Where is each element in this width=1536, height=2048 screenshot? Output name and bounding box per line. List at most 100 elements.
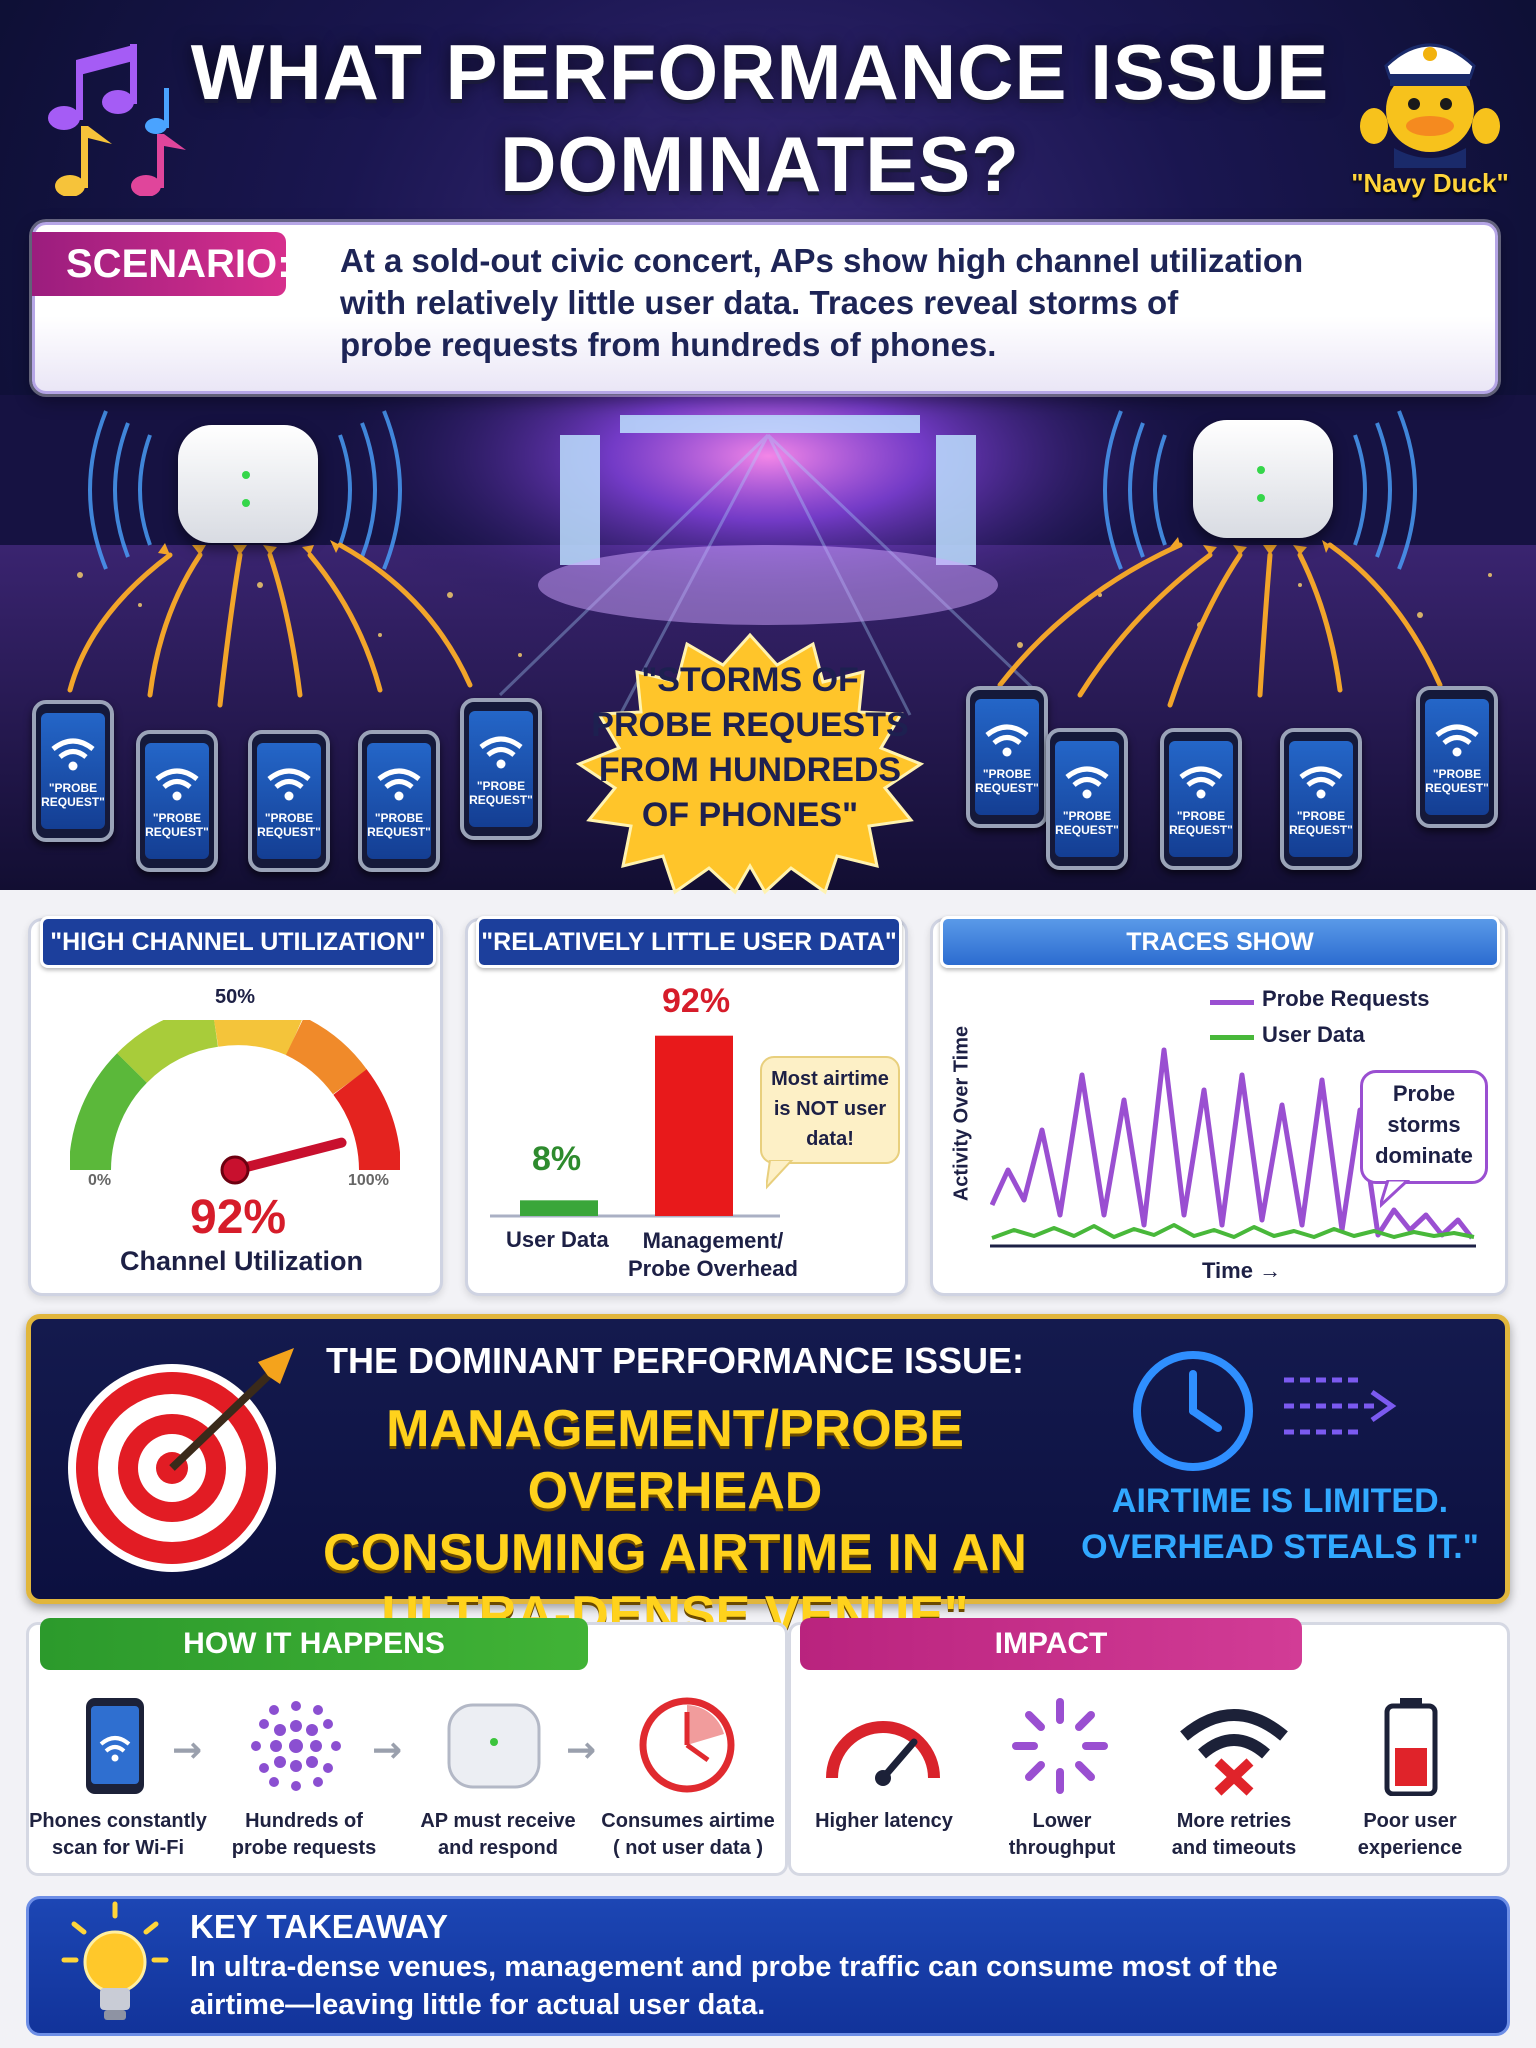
speedometer-icon xyxy=(826,1721,940,1786)
arrow-icon: → xyxy=(372,1730,403,1771)
probe-request-label: "PROBE REQUEST" xyxy=(1289,809,1353,837)
impact-item-3: More retries and timeouts xyxy=(1171,1810,1297,1859)
gauge-needle xyxy=(230,1137,347,1175)
phone-screen: "PROBE REQUEST" xyxy=(1289,741,1353,857)
traces-ylabel: Activity Over Time xyxy=(950,1025,973,1202)
key-takeaway-box xyxy=(26,1896,1510,2036)
utilization-gauge xyxy=(70,1020,400,1185)
lightbulb-icon xyxy=(61,1901,169,2020)
how-step-4: Consumes airtime( not user data ) xyxy=(601,1810,775,1859)
wifi-icon xyxy=(377,768,421,801)
legend-probe: Probe Requests xyxy=(1262,986,1430,1011)
utilization-value: 92% xyxy=(190,1191,287,1244)
impact-tag: IMPACT xyxy=(800,1618,1302,1670)
loading-spinner-icon xyxy=(1012,1698,1108,1794)
bar-user-value: 8% xyxy=(532,1140,582,1178)
phone-screen: "PROBE REQUEST" xyxy=(1055,741,1119,857)
wifi-icon xyxy=(51,738,95,771)
wifi-icon xyxy=(267,768,311,801)
probe-request-label: "PROBE REQUEST" xyxy=(1169,809,1233,837)
issue-statement: MANAGEMENT/PROBE OVERHEAD CONSUMING AIRT… xyxy=(323,1400,1027,1644)
probe-bubble-tail xyxy=(1380,1180,1410,1208)
gauge-mid-tick: 50% xyxy=(215,986,256,1008)
impact-item-1: Higher latency xyxy=(815,1810,953,1832)
access-point-icon xyxy=(447,1703,541,1789)
clock-icon xyxy=(1133,1351,1253,1471)
phone-probe-request: "PROBE REQUEST" xyxy=(358,730,440,872)
access-point-right xyxy=(1193,420,1333,538)
gauge-left-tick: 0% xyxy=(88,1172,112,1189)
phone-probe-request: "PROBE REQUEST" xyxy=(32,700,114,842)
bubble-tail xyxy=(766,1160,794,1190)
storm-callout: "STORMS OF PROBE REQUESTS FROM HUNDREDS … xyxy=(591,661,909,834)
phone-probe-request: "PROBE REQUEST" xyxy=(966,686,1048,828)
wifi-icon xyxy=(1435,724,1479,757)
phone-probe-request: "PROBE REQUEST" xyxy=(1046,728,1128,870)
phone-probe-request: "PROBE REQUEST" xyxy=(460,698,542,840)
wifi-icon xyxy=(1299,766,1343,799)
probe-request-label: "PROBE REQUEST" xyxy=(257,811,321,839)
legend-probe-swatch xyxy=(1210,1000,1254,1005)
impact-item-4: Poor user experience xyxy=(1357,1810,1463,1859)
phone-probe-request: "PROBE REQUEST" xyxy=(248,730,330,872)
wifi-icon xyxy=(985,724,1029,757)
traces-line-chart xyxy=(990,1047,1476,1248)
phone-screen: "PROBE REQUEST" xyxy=(1425,699,1489,815)
wifi-icon xyxy=(155,768,199,801)
phone-screen: "PROBE REQUEST" xyxy=(145,743,209,859)
bar-probe-overhead xyxy=(655,1035,733,1216)
issue-heading: THE DOMINANT PERFORMANCE ISSUE: xyxy=(325,1340,1024,1381)
music-notes-icon xyxy=(48,44,186,196)
arrow-icon: → xyxy=(172,1730,203,1771)
probe-request-label: "PROBE REQUEST" xyxy=(469,779,533,807)
wifi-icon xyxy=(1065,766,1109,799)
probe-request-label: "PROBE REQUEST" xyxy=(145,811,209,839)
user-data-bar-chart xyxy=(490,1035,780,1218)
phone-probe-request: "PROBE REQUEST" xyxy=(1160,728,1242,870)
how-step-3: AP must receive and respond xyxy=(420,1810,576,1859)
takeaway-text: In ultra-dense venues, management and pr… xyxy=(190,1951,1278,2021)
access-point-left xyxy=(178,425,318,543)
legend-user-swatch xyxy=(1210,1035,1254,1040)
probe-requests-series xyxy=(990,1047,1474,1240)
arrow-icon: → xyxy=(566,1730,597,1771)
how-step-2: Hundreds of probe requests xyxy=(231,1810,377,1859)
probe-storm-bubble xyxy=(1360,1070,1488,1184)
bar-user-data xyxy=(520,1200,598,1216)
dashed-arrows-icon xyxy=(1284,1377,1397,1435)
bar-user-label: User Data xyxy=(506,1227,609,1252)
mascot-label: "Navy Duck" xyxy=(1351,168,1509,198)
phone-screen: "PROBE REQUEST" xyxy=(257,743,321,859)
user-data-tag: "RELATIVELY LITTLE USER DATA" xyxy=(476,916,902,968)
phone-probe-request: "PROBE REQUEST" xyxy=(136,730,218,872)
page-title: WHAT PERFORMANCE ISSUE DOMINATES? xyxy=(190,28,1330,208)
probe-request-label: "PROBE REQUEST" xyxy=(41,781,105,809)
utilization-caption: Channel Utilization xyxy=(120,1246,363,1276)
probe-request-label: "PROBE REQUEST" xyxy=(975,767,1039,795)
traces-tag: TRACES SHOW xyxy=(940,916,1500,968)
legend-user: User Data xyxy=(1262,1022,1365,1047)
phone-screen: "PROBE REQUEST" xyxy=(1169,741,1233,857)
takeaway-title: KEY TAKEAWAY xyxy=(190,1908,448,1945)
airtime-note-text: Most airtime is NOT user data! xyxy=(771,1068,889,1150)
dots-cluster-icon xyxy=(251,1701,341,1791)
bar-overhead-value: 92% xyxy=(662,982,731,1020)
probe-storm-note: Probe storms dominate xyxy=(1375,1081,1473,1168)
impact-item-2: Lower throughput xyxy=(1008,1810,1116,1859)
traces-xlabel: Time → xyxy=(1202,1258,1282,1283)
utilization-tag: "HIGH CHANNEL UTILIZATION" xyxy=(40,916,436,968)
airtime-note-bubble xyxy=(760,1056,900,1164)
scenario-text: At a sold-out civic concert, APs show hi… xyxy=(340,242,1304,363)
gauge-right-tick: 100% xyxy=(348,1172,389,1189)
phone-screen: "PROBE REQUEST" xyxy=(975,699,1039,815)
phone-probe-request: "PROBE REQUEST" xyxy=(1280,728,1362,870)
scenario-tag: SCENARIO: xyxy=(32,232,290,296)
low-battery-icon xyxy=(1384,1698,1438,1796)
starburst-badge-icon xyxy=(575,632,925,895)
how-tag: HOW IT HAPPENS xyxy=(40,1618,588,1670)
target-bullseye-icon xyxy=(68,1348,294,1572)
phone-screen: "PROBE REQUEST" xyxy=(367,743,431,859)
airtime-clock-icon xyxy=(639,1697,735,1793)
bar-overhead-label: Management/ Probe Overhead xyxy=(628,1228,798,1281)
phone-screen: "PROBE REQUEST" xyxy=(41,713,105,829)
